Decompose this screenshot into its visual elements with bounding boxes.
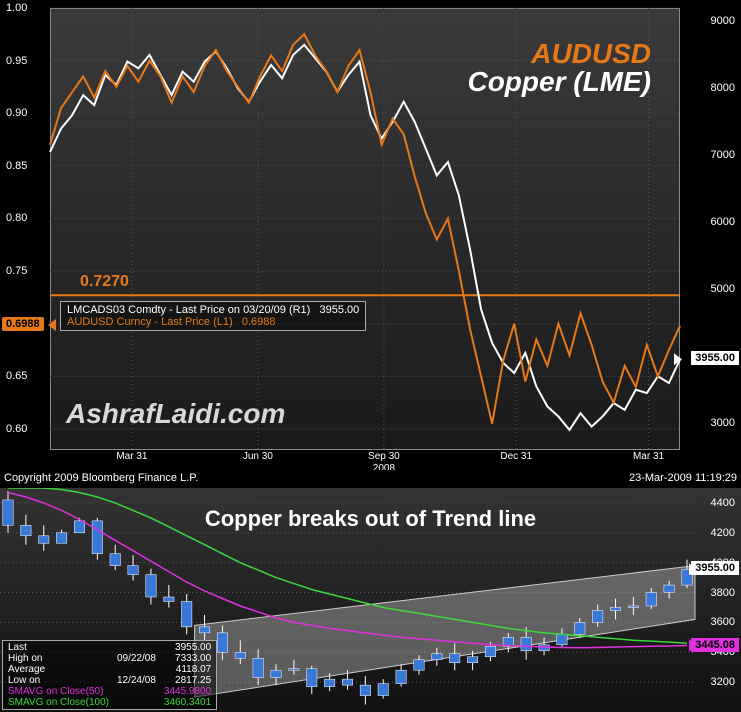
- right-tick: 6000: [711, 216, 735, 228]
- price-badge: 3955.00: [691, 561, 739, 575]
- data-label: SMAVG on Close(100): [4, 697, 113, 708]
- data-row: Last 3955.00: [4, 642, 215, 653]
- watermark: AshrafLaidi.com: [66, 398, 285, 430]
- data-row: Average 4118.07: [4, 664, 215, 675]
- x-tick: Mar 31: [633, 451, 664, 462]
- data-value: 3445.9800: [160, 686, 215, 697]
- legend-text: LMCADS03 Comdty - Last Price on 03/20/09…: [67, 304, 310, 316]
- data-value: 2817.25: [160, 675, 215, 686]
- left-tick: 0.90: [6, 107, 27, 119]
- data-row: SMAVG on Close(50) 3445.9800: [4, 686, 215, 697]
- left-tick: 0.75: [6, 265, 27, 277]
- legend-text: AUDUSD Curncy - Last Price (L1): [67, 316, 233, 328]
- data-row: High on09/22/087333.00: [4, 653, 215, 664]
- data-date: [113, 686, 160, 697]
- data-label: Last: [4, 642, 113, 653]
- bottom-tick: 3800: [711, 587, 735, 599]
- price-badge: 0.6988: [2, 317, 44, 331]
- data-label: Average: [4, 664, 113, 675]
- data-label: SMAVG on Close(50): [4, 686, 113, 697]
- bottom-tick: 3200: [711, 676, 735, 688]
- right-tick: 5000: [711, 283, 735, 295]
- data-value: 3955.00: [160, 642, 215, 653]
- left-tick: 0.95: [6, 55, 27, 67]
- legend-row: LMCADS03 Comdty - Last Price on 03/20/09…: [67, 304, 359, 316]
- bottom-title: Copper breaks out of Trend line: [205, 506, 536, 532]
- data-value: 4118.07: [160, 664, 215, 675]
- data-value: 3460.3401: [160, 697, 215, 708]
- legend-value: 0.6988: [242, 316, 276, 328]
- data-label: High on: [4, 653, 113, 664]
- legend-row: AUDUSD Curncy - Last Price (L1) 0.6988: [67, 316, 359, 328]
- copyright-left: Copyright 2009 Bloomberg Finance L.P.: [4, 472, 198, 484]
- bottom-chart: Copper breaks out of Trend line 32003400…: [0, 488, 741, 712]
- copyright-right: 23-Mar-2009 11:19:29: [629, 472, 737, 484]
- legend-box: LMCADS03 Comdty - Last Price on 03/20/09…: [60, 301, 366, 331]
- data-box: Last3955.00High on09/22/087333.00Average…: [2, 640, 217, 710]
- price-badge: 3445.08: [691, 638, 739, 652]
- bottom-tick: 3600: [711, 616, 735, 628]
- data-label: Low on: [4, 675, 113, 686]
- price-badge: 3955.00: [691, 351, 739, 365]
- chart-container: 0.600.650.700.750.800.850.900.951.003000…: [0, 0, 741, 712]
- x-tick: Mar 31: [116, 451, 147, 462]
- right-tick: 7000: [711, 149, 735, 161]
- left-tick: 0.65: [6, 370, 27, 382]
- data-value: 7333.00: [160, 653, 215, 664]
- left-tick: 1.00: [6, 2, 27, 14]
- legend-value: 3955.00: [320, 304, 360, 316]
- data-row: Low on12/24/082817.25: [4, 675, 215, 686]
- data-date: 09/22/08: [113, 653, 160, 664]
- data-date: [113, 664, 160, 675]
- data-row: SMAVG on Close(100) 3460.3401: [4, 697, 215, 708]
- left-tick: 0.85: [6, 160, 27, 172]
- bottom-tick: 4400: [711, 497, 735, 509]
- level-label: 0.7270: [80, 273, 129, 291]
- right-tick: 9000: [711, 15, 735, 27]
- left-tick: 0.60: [6, 423, 27, 435]
- right-tick: 3000: [711, 417, 735, 429]
- data-date: 12/24/08: [113, 675, 160, 686]
- x-tick: Jun 30: [243, 451, 273, 462]
- x-tick: Sep 30: [368, 451, 400, 462]
- left-tick: 0.80: [6, 212, 27, 224]
- top-chart: 0.600.650.700.750.800.850.900.951.003000…: [0, 0, 741, 470]
- data-date: [113, 697, 160, 708]
- data-date: [113, 642, 160, 653]
- title-copper: Copper (LME): [467, 66, 651, 98]
- x-tick: Dec 31: [500, 451, 532, 462]
- right-tick: 8000: [711, 82, 735, 94]
- bottom-tick: 4200: [711, 527, 735, 539]
- copyright-bar: Copyright 2009 Bloomberg Finance L.P. 23…: [0, 470, 741, 488]
